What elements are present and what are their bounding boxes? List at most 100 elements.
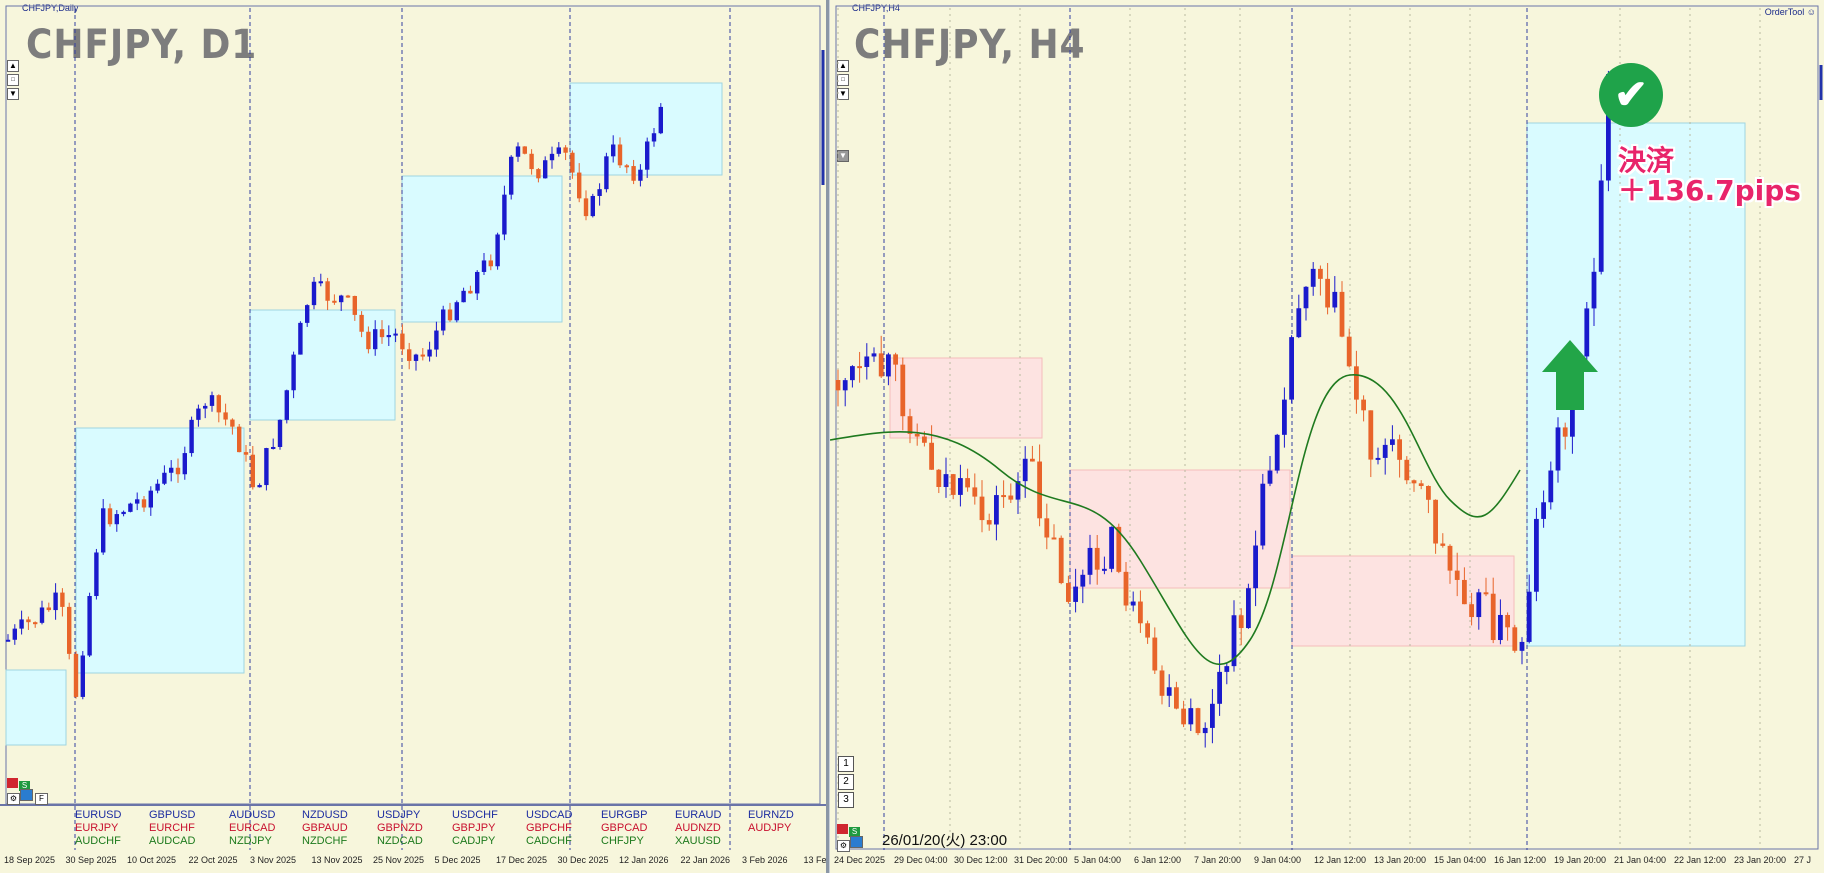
candle-body <box>339 295 344 303</box>
pair-link[interactable]: EURJPY <box>75 822 119 834</box>
pair-link[interactable]: AUDUSD <box>229 809 276 821</box>
pair-link[interactable]: XAUUSD <box>675 835 721 847</box>
x-tick-label: 25 Nov 2025 <box>373 855 425 865</box>
pair-link[interactable]: GBPNZD <box>377 822 423 834</box>
pair-link[interactable]: EURAUD <box>675 809 722 821</box>
candle-body <box>182 453 187 475</box>
candle-body <box>549 153 555 161</box>
candle-body <box>216 395 221 413</box>
pair-link[interactable]: CADJPY <box>452 835 496 847</box>
pair-link[interactable]: EURNZD <box>748 809 794 821</box>
sell-button[interactable] <box>837 824 848 834</box>
pair-link[interactable]: GBPJPY <box>452 822 496 834</box>
candle-body <box>1051 537 1057 540</box>
pair-link[interactable]: EURGBP <box>601 809 648 821</box>
candle-body <box>1123 571 1129 606</box>
candle-body <box>1274 434 1280 471</box>
pair-link[interactable]: EURUSD <box>75 809 122 821</box>
candle-body <box>914 433 920 437</box>
currency-pair-list: EURUSD EURJPY AUDCHF GBPUSD EURCHF AUDCAD AU… <box>75 809 815 847</box>
pair-link[interactable]: USDJPY <box>377 809 421 821</box>
pair-link[interactable]: AUDNZD <box>675 822 721 834</box>
color-icon[interactable] <box>20 789 33 801</box>
candle-body <box>1318 268 1323 279</box>
pair-link[interactable]: NZDUSD <box>302 809 348 821</box>
candle-body <box>1080 574 1086 587</box>
settings-icon[interactable]: ⚙ <box>837 840 850 852</box>
pair-link[interactable]: USDCHF <box>452 809 498 821</box>
pair-link[interactable]: GBPCHF <box>526 822 572 834</box>
candle-body <box>325 281 330 301</box>
candle-body <box>1008 495 1014 500</box>
candle-body <box>1231 615 1237 667</box>
candle-body <box>277 419 283 447</box>
h4-chart-window[interactable]: CHFJPY,H4 OrderTool ☺ CHFJPY, H4 ▲ □ ▼ ▼… <box>830 0 1824 873</box>
candle-body <box>871 353 877 357</box>
pair-link[interactable]: GBPAUD <box>302 822 348 834</box>
candle-body <box>1490 593 1496 641</box>
sell-button[interactable] <box>7 778 18 788</box>
candle-body <box>1246 588 1251 629</box>
nav-button-2[interactable]: 2 <box>838 774 854 790</box>
candle-body <box>481 260 487 272</box>
pair-link[interactable]: AUDCAD <box>149 835 196 847</box>
candle-body <box>929 442 934 470</box>
x-tick-label: 30 Dec 2025 <box>557 855 609 865</box>
down-arrow-icon[interactable]: ▼ <box>837 150 849 162</box>
candle-body <box>366 331 371 350</box>
color-icon[interactable] <box>850 836 863 848</box>
candle-body <box>413 354 419 361</box>
x-tick-label: 30 Sep 2025 <box>65 855 117 865</box>
candle-body <box>1483 592 1489 595</box>
pair-link[interactable]: EURCHF <box>149 822 195 834</box>
buy-button[interactable]: S <box>19 781 30 791</box>
candle-body <box>850 366 855 381</box>
pair-link[interactable]: GBPUSD <box>149 809 196 821</box>
x-tick-label: 21 Jan 04:00 <box>1614 855 1667 865</box>
pair-link[interactable]: CHFJPY <box>601 835 644 847</box>
current-time: 26/01/20(火) 23:00 <box>882 832 1008 849</box>
scroll-down-button[interactable]: ▼ <box>837 88 849 100</box>
scroll-down-button[interactable]: ▼ <box>7 88 19 100</box>
nav-button-3[interactable]: 3 <box>838 792 854 808</box>
candle-body <box>1253 545 1258 589</box>
x-tick-label: 22 Jan 12:00 <box>1674 855 1727 865</box>
candle-body <box>155 483 160 491</box>
range-box-pink <box>889 357 1043 439</box>
nav-button-1[interactable]: 1 <box>838 756 854 772</box>
pair-link[interactable]: CADCHF <box>526 835 572 847</box>
pair-link[interactable]: AUDCHF <box>75 835 121 847</box>
candle-body <box>101 508 106 553</box>
pair-link[interactable]: EURCAD <box>229 822 276 834</box>
pair-link[interactable]: NZDCAD <box>377 835 423 847</box>
candle-body <box>1548 470 1554 503</box>
pair-link[interactable]: NZDJPY <box>229 835 272 847</box>
daily-chart-window[interactable]: CHFJPY,Daily CHFJPY, D1 ▲ □ ▼ S ⚙ F EURUS… <box>0 0 829 873</box>
settings-icon[interactable]: ⚙ <box>7 793 20 805</box>
candle-body <box>597 189 602 196</box>
up-arrow-icon <box>1542 340 1598 410</box>
candle-body <box>271 446 276 449</box>
x-tick-label: 3 Feb 2026 <box>742 855 788 865</box>
tool-buttons: ⚙ <box>837 835 863 853</box>
candle-body <box>1296 308 1302 338</box>
candle-body <box>857 366 862 369</box>
buy-button[interactable]: S <box>849 827 860 837</box>
pair-link[interactable]: USDCAD <box>526 809 573 821</box>
candle-body <box>19 619 24 629</box>
candle-body <box>169 467 174 473</box>
candle-body <box>73 653 79 697</box>
zoom-button[interactable]: □ <box>7 74 19 86</box>
ordertool-label[interactable]: OrderTool ☺ <box>1765 7 1816 17</box>
pair-link[interactable]: AUDJPY <box>748 822 792 834</box>
pair-link[interactable]: NZDCHF <box>302 835 348 847</box>
f-button[interactable]: F <box>35 793 48 805</box>
scroll-up-button[interactable]: ▲ <box>7 60 19 72</box>
scroll-up-button[interactable]: ▲ <box>837 60 849 72</box>
chart-frame <box>835 5 1819 850</box>
candle-body <box>1238 615 1244 629</box>
candle-body <box>563 147 568 153</box>
pair-link[interactable]: GBPCAD <box>601 822 648 834</box>
candle-body <box>1102 568 1107 571</box>
candle-body <box>611 144 616 157</box>
